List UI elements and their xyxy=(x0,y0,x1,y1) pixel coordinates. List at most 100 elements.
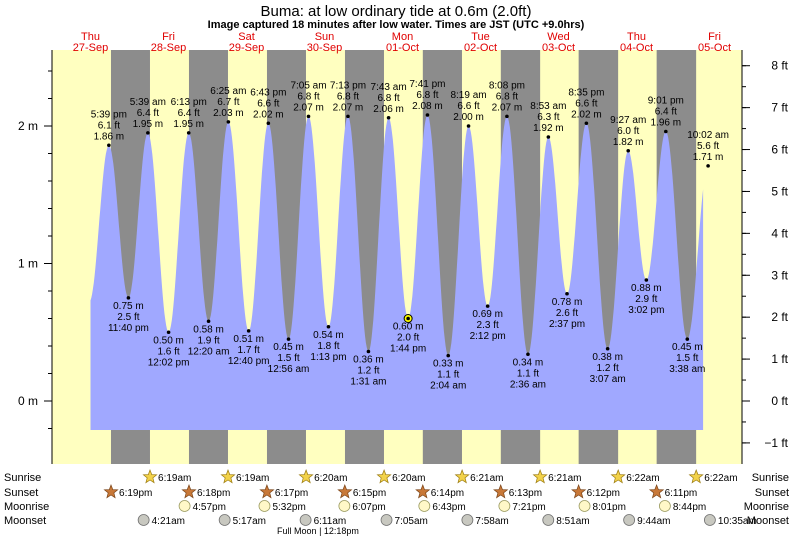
low-tide-label: 1:31 am xyxy=(350,377,386,388)
low-tide-label: 0.54 m xyxy=(313,330,344,341)
sunrise-time: 6:22am xyxy=(626,473,659,484)
low-tide-label: 1.8 ft xyxy=(317,341,339,352)
low-tide-label: 1.1 ft xyxy=(517,368,539,379)
right-tick-label: 5 ft xyxy=(771,184,788,198)
extreme-point xyxy=(226,120,231,124)
low-tide-label: 2.9 ft xyxy=(635,294,657,305)
high-tide-label: 6.8 ft xyxy=(337,91,359,102)
low-tide-label: 3:38 am xyxy=(669,364,705,375)
low-tide-label: 0.45 m xyxy=(672,342,703,353)
extreme-point xyxy=(505,114,509,119)
low-tide-label: 0.69 m xyxy=(472,309,503,320)
low-tide-label: 1.6 ft xyxy=(157,346,179,357)
right-tick-label: −1 ft xyxy=(764,436,788,450)
high-tide-label: 6.8 ft xyxy=(496,91,518,102)
extreme-point xyxy=(386,115,391,120)
extreme-point xyxy=(664,129,668,134)
day-name: Fri xyxy=(708,31,721,43)
day-date: 28-Sep xyxy=(151,42,186,54)
high-tide-label: 7:05 am xyxy=(290,80,326,91)
high-tide-label: 6.6 ft xyxy=(575,98,597,109)
high-tide-label: 6.8 ft xyxy=(416,90,438,101)
high-tide-label: 2.07 m xyxy=(492,102,523,113)
sunrise-icon xyxy=(610,469,626,484)
extreme-point xyxy=(685,337,690,341)
moonset-icon xyxy=(703,514,716,526)
sunset-icon xyxy=(571,484,587,499)
right-tick-label: 7 ft xyxy=(771,101,788,115)
moonrise-row-label-right: Moonrise xyxy=(744,501,789,513)
day-date: 01-Oct xyxy=(386,42,419,54)
low-tide-label: 2.3 ft xyxy=(477,320,499,331)
right-tick-label: 8 ft xyxy=(771,59,788,73)
moonrise-icon xyxy=(338,500,351,512)
extreme-point xyxy=(565,291,569,296)
low-tide-label: 0.33 m xyxy=(433,359,464,370)
day-headers: Thu27-SepFri28-SepSat29-SepSun30-SepMon0… xyxy=(73,31,731,54)
sunrise-time: 6:21am xyxy=(470,473,503,484)
sunset-time: 6:19pm xyxy=(119,488,152,499)
low-tide-label: 0.50 m xyxy=(153,335,184,346)
moonset-time: 6:11am xyxy=(314,516,347,527)
extreme-point xyxy=(186,131,191,135)
low-tide-label: 0.34 m xyxy=(513,357,544,368)
extreme-point xyxy=(626,148,631,153)
sunset-row-label-right: Sunset xyxy=(755,487,789,499)
low-tide-label: 2.0 ft xyxy=(397,333,419,344)
sunset-row-label-left: Sunset xyxy=(4,487,38,499)
sunset-time: 6:12pm xyxy=(587,488,620,499)
moonrise-time: 6:07pm xyxy=(352,502,385,513)
high-tide-label: 7:13 pm xyxy=(330,80,366,91)
high-tide-label: 6.4 ft xyxy=(137,108,159,119)
high-tide-label: 2.07 m xyxy=(293,102,324,113)
moonrise-icon xyxy=(418,500,431,512)
moonset-icon xyxy=(299,514,312,526)
high-tide-label: 6.0 ft xyxy=(617,126,639,137)
moonrise-icon xyxy=(498,500,511,512)
high-tide-label: 5.6 ft xyxy=(697,141,719,152)
low-tide-label: 1:44 pm xyxy=(390,344,426,355)
extreme-point xyxy=(584,121,589,126)
sunset-time: 6:14pm xyxy=(431,488,464,499)
day-date: 30-Sep xyxy=(307,42,342,54)
day-name: Sun xyxy=(315,31,335,43)
low-tide-label: 0.36 m xyxy=(353,355,384,366)
extreme-point xyxy=(326,324,331,329)
left-tick-label: 2 m xyxy=(18,119,38,133)
moonset-icon xyxy=(218,514,231,526)
low-tide-label: 3:02 pm xyxy=(628,305,664,316)
moonset-icon xyxy=(137,514,150,526)
moonset-time: 9:44am xyxy=(637,516,670,527)
moonrise-time: 8:01pm xyxy=(593,502,626,513)
sunrise-icon xyxy=(454,469,470,484)
sunrise-time: 6:21am xyxy=(548,473,581,484)
sunset-icon xyxy=(493,484,509,499)
low-tide-label: 1.9 ft xyxy=(197,335,219,346)
high-tide-label: 7:43 am xyxy=(371,82,407,93)
high-tide-label: 6.1 ft xyxy=(98,120,120,131)
tide-curve xyxy=(90,115,704,430)
sunset-icon xyxy=(648,484,665,499)
moonrise-time: 8:44pm xyxy=(673,502,706,513)
day-date: 04-Oct xyxy=(620,42,653,54)
extreme-point xyxy=(366,349,371,354)
extreme-point xyxy=(206,319,211,324)
moonset-icon xyxy=(623,514,636,526)
high-tide-label: 5:39 pm xyxy=(91,109,127,120)
low-tide-label: 0.75 m xyxy=(113,301,144,312)
high-tide-label: 1.96 m xyxy=(651,118,682,129)
low-tide-label: 1.2 ft xyxy=(597,363,619,374)
high-tide-label: 8:53 am xyxy=(530,101,566,112)
low-tide-label: 2:04 am xyxy=(430,381,466,392)
high-tide-label: 10:02 am xyxy=(687,130,729,141)
moonrise-time: 4:57pm xyxy=(193,502,226,513)
low-tide-label: 0.38 m xyxy=(592,352,623,363)
high-tide-label: 2.00 m xyxy=(453,112,484,123)
high-tide-label: 2.02 m xyxy=(571,109,602,120)
moonrise-time: 6:43pm xyxy=(432,502,465,513)
sunset-time: 6:17pm xyxy=(275,488,308,499)
sunrise-icon xyxy=(688,469,704,484)
low-tide-label: 1.7 ft xyxy=(238,345,260,356)
low-tide-label: 1:13 pm xyxy=(310,352,346,363)
